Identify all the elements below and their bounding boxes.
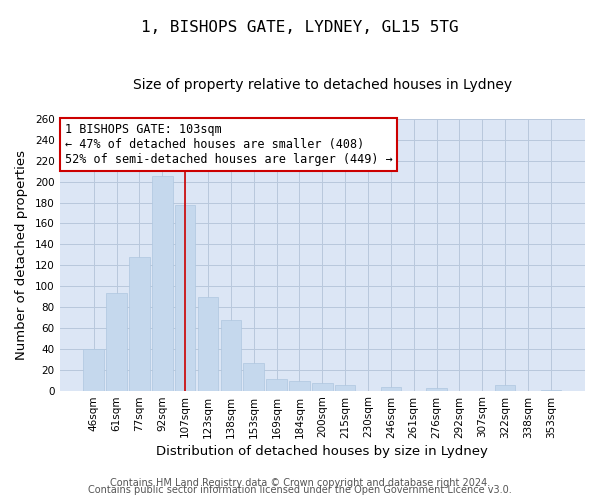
Text: 1, BISHOPS GATE, LYDNEY, GL15 5TG: 1, BISHOPS GATE, LYDNEY, GL15 5TG: [141, 20, 459, 35]
Bar: [380, 388, 401, 390]
Bar: [335, 386, 355, 390]
Bar: [152, 176, 173, 390]
Bar: [244, 364, 264, 390]
Bar: [221, 320, 241, 390]
Bar: [426, 388, 447, 390]
Bar: [312, 384, 332, 390]
Title: Size of property relative to detached houses in Lydney: Size of property relative to detached ho…: [133, 78, 512, 92]
X-axis label: Distribution of detached houses by size in Lydney: Distribution of detached houses by size …: [157, 444, 488, 458]
Text: 1 BISHOPS GATE: 103sqm
← 47% of detached houses are smaller (408)
52% of semi-de: 1 BISHOPS GATE: 103sqm ← 47% of detached…: [65, 123, 392, 166]
Text: Contains public sector information licensed under the Open Government Licence v3: Contains public sector information licen…: [88, 485, 512, 495]
Bar: [198, 296, 218, 390]
Bar: [495, 386, 515, 390]
Y-axis label: Number of detached properties: Number of detached properties: [15, 150, 28, 360]
Bar: [129, 257, 150, 390]
Bar: [289, 381, 310, 390]
Text: Contains HM Land Registry data © Crown copyright and database right 2024.: Contains HM Land Registry data © Crown c…: [110, 478, 490, 488]
Bar: [83, 349, 104, 391]
Bar: [266, 379, 287, 390]
Bar: [106, 294, 127, 390]
Bar: [175, 204, 196, 390]
